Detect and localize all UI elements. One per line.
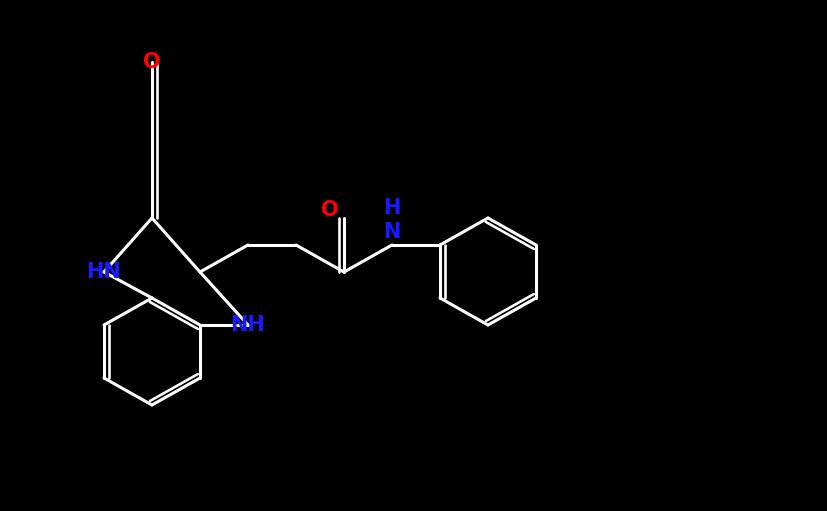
Text: NH: NH: [231, 315, 265, 335]
Text: O: O: [143, 52, 160, 72]
Text: HN: HN: [87, 262, 122, 282]
Text: H
N: H N: [383, 198, 401, 242]
Text: O: O: [321, 200, 339, 220]
